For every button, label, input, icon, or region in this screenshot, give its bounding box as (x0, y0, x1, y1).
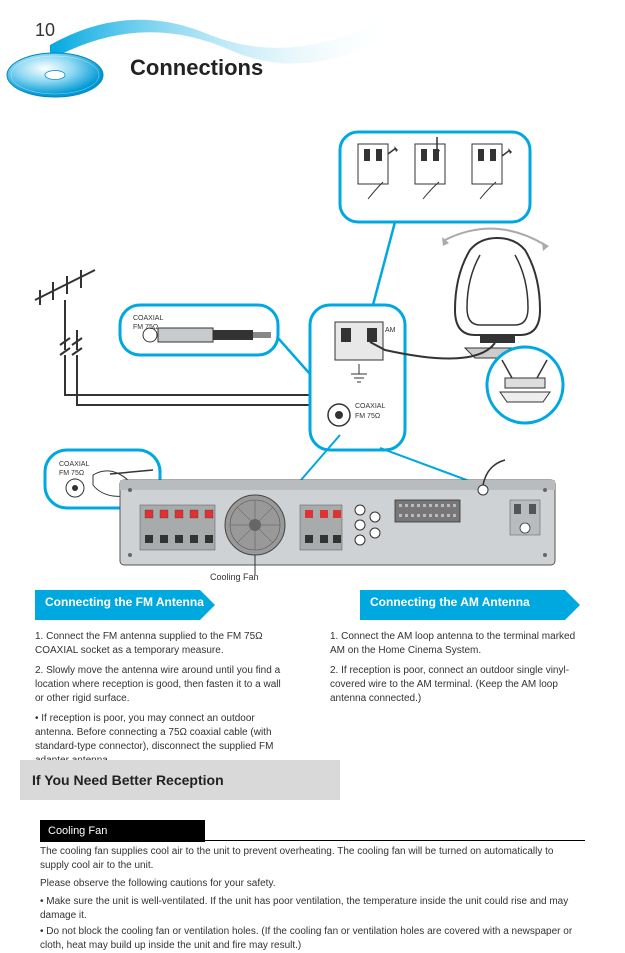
svg-text:COAXIAL: COAXIAL (59, 461, 89, 468)
fan-bullet-1: • Make sure the unit is well-ventilated.… (40, 895, 585, 923)
am-step-1: 1. Connect the AM loop antenna to the te… (330, 630, 590, 658)
cooling-fan-heading: Cooling Fan (40, 820, 205, 842)
fan-label: Cooling Fan (210, 572, 259, 582)
outdoor-antenna-icon (35, 270, 95, 380)
cooling-fan-note: The cooling fan supplies cool air to the… (40, 840, 585, 953)
connection-diagram: COAXIAL FM 75Ω AM COAXIAL FM 75Ω (15, 130, 610, 580)
fan-note-line2: Please observe the following cautions fo… (40, 877, 585, 891)
fm-instructions: 1. Connect the FM antenna supplied to th… (35, 630, 285, 768)
svg-text:COAXIAL: COAXIAL (133, 315, 163, 322)
fm-step-1: 1. Connect the FM antenna supplied to th… (35, 630, 285, 658)
svg-text:AM: AM (385, 327, 396, 334)
svg-text:FM 75Ω: FM 75Ω (355, 413, 380, 420)
am-instructions: 1. Connect the AM loop antenna to the te… (330, 630, 590, 706)
page-title: Connections (130, 55, 263, 81)
antenna-base-callout (487, 347, 563, 423)
arrow-label-am: Connecting the AM Antenna (370, 595, 530, 609)
am-step-2: 2. If reception is poor, connect an outd… (330, 664, 590, 706)
svg-text:FM 75Ω: FM 75Ω (59, 470, 84, 477)
section-heading: If You Need Better Reception (20, 760, 340, 800)
fan-note-line1: The cooling fan supplies cool air to the… (40, 845, 585, 873)
fan-bullet-2: • Do not block the cooling fan or ventil… (40, 925, 585, 953)
fm-step-2: 2. Slowly move the antenna wire around u… (35, 664, 285, 706)
arrow-label-fm: Connecting the FM Antenna (45, 595, 204, 609)
svg-text:COAXIAL: COAXIAL (355, 403, 385, 410)
coaxial-connector-callout: COAXIAL FM 75Ω (120, 305, 278, 355)
device-rear-panel (120, 460, 555, 575)
